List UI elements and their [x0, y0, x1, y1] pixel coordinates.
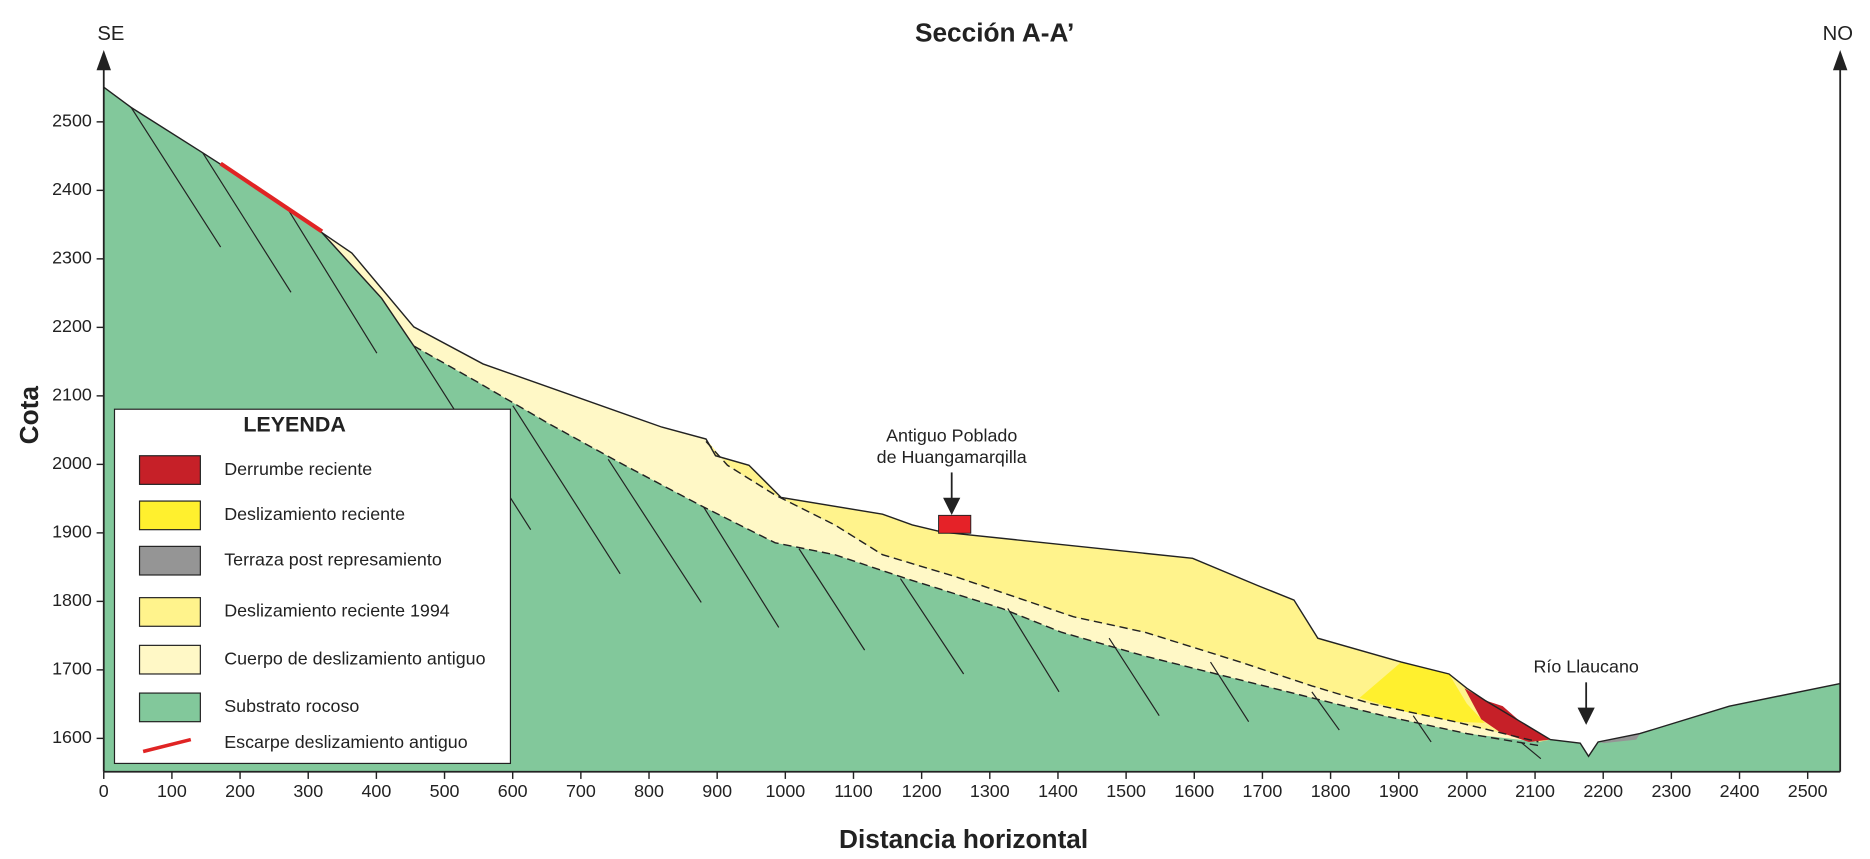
legend-label: Deslizamiento reciente [224, 504, 405, 524]
legend-label: Escarpe deslizamiento antiguo [224, 732, 468, 752]
legend-swatch [140, 693, 201, 722]
x-tick-label: 100 [157, 781, 187, 801]
legend-label: Derrumbe reciente [224, 459, 372, 479]
x-axis-label: Distancia horizontal [839, 824, 1088, 854]
x-tick-label: 700 [566, 781, 596, 801]
x-tick-label: 500 [430, 781, 460, 801]
legend-swatch [140, 501, 201, 530]
legend-title: LEYENDA [243, 413, 346, 437]
direction-label: SE [97, 23, 124, 45]
x-tick-label: 1300 [970, 781, 1010, 801]
y-axis-label: Cota [14, 386, 44, 445]
x-tick-label: 900 [702, 781, 732, 801]
x-tick-label: 600 [498, 781, 528, 801]
x-tick-label: 1000 [765, 781, 805, 801]
x-tick-label: 1400 [1038, 781, 1078, 801]
x-tick-label: 2200 [1583, 781, 1623, 801]
legend-swatch [140, 546, 201, 575]
y-tick-label: 2400 [52, 179, 92, 199]
title: Sección A-A’ [915, 18, 1074, 48]
village-marker [939, 515, 971, 533]
legend-label: Deslizamiento reciente 1994 [224, 601, 450, 621]
legend-label: Terraza post represamiento [224, 549, 442, 569]
y-tick-label: 2200 [52, 316, 92, 336]
legend-label: Substrato rocoso [224, 696, 359, 716]
y-tick-label: 1900 [52, 522, 92, 542]
section-diagram: Sección A-A’ SE NO Cota Distancia horizo… [0, 0, 1870, 859]
legend-swatch [140, 456, 201, 485]
y-tick-label: 2300 [52, 248, 92, 268]
annotation: de Huangamarqilla [877, 447, 1027, 467]
y-tick-label: 2500 [52, 111, 92, 131]
y-tick-label: 2100 [52, 385, 92, 405]
x-tick-label: 2300 [1651, 781, 1691, 801]
y-tick-label: 1600 [52, 727, 92, 747]
legend-swatch [140, 645, 201, 674]
x-tick-label: 2100 [1515, 781, 1555, 801]
annotation: Río Llaucano [1533, 657, 1638, 677]
y-tick-label: 1800 [52, 590, 92, 610]
x-tick-label: 800 [634, 781, 664, 801]
x-tick-label: 1700 [1243, 781, 1283, 801]
x-tick-label: 1100 [834, 781, 872, 801]
x-tick-label: 1800 [1311, 781, 1351, 801]
x-tick-label: 1200 [902, 781, 942, 801]
x-tick-label: 1500 [1106, 781, 1146, 801]
legend-swatch [140, 598, 201, 627]
x-tick-label: 1600 [1174, 781, 1214, 801]
annotation: Antiguo Poblado [886, 425, 1017, 445]
x-tick-label: 2400 [1720, 781, 1760, 801]
y-tick-label: 2000 [52, 453, 92, 473]
legend: LEYENDA Derrumbe reciente Deslizamiento r… [114, 409, 510, 763]
x-tick-label: 0 [99, 781, 109, 801]
x-tick-label: 200 [225, 781, 255, 801]
x-tick-label: 2000 [1447, 781, 1487, 801]
x-tick-label: 1900 [1379, 781, 1419, 801]
legend-label: Cuerpo de deslizamiento antiguo [224, 648, 485, 668]
y-tick-label: 1700 [52, 659, 92, 679]
x-tick-label: 300 [293, 781, 323, 801]
x-tick-label: 400 [361, 781, 391, 801]
direction-label: NO [1823, 23, 1853, 45]
x-tick-label: 2500 [1788, 781, 1828, 801]
